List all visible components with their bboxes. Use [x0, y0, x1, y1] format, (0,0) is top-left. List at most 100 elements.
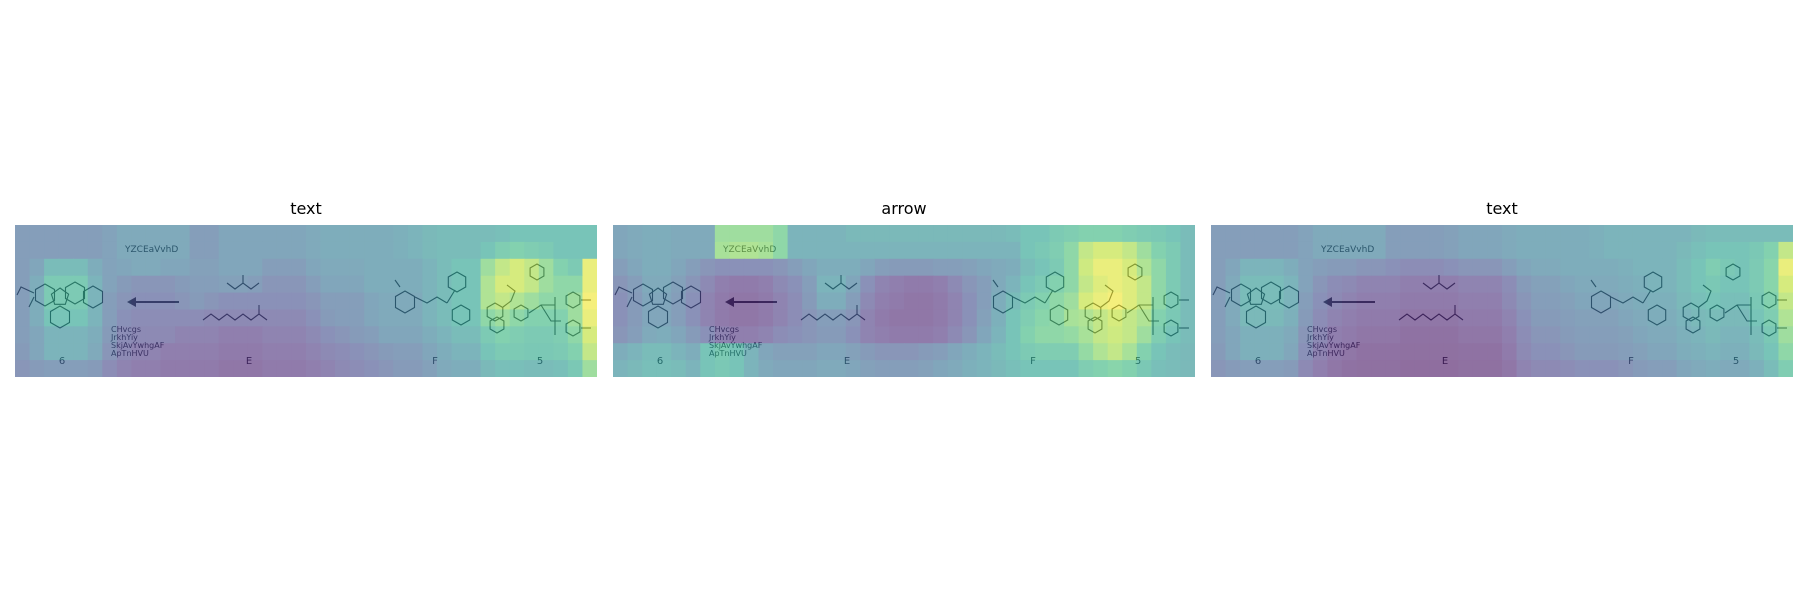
heatmap-cell: [1356, 241, 1372, 260]
heatmap-cell: [1371, 326, 1387, 344]
heatmap-cell: [87, 225, 103, 243]
heatmap-cell: [1283, 275, 1299, 294]
heatmap-cell: [1093, 275, 1109, 294]
heatmap-cell: [364, 326, 380, 344]
heatmap-cell: [656, 241, 672, 260]
heatmap-cell: [247, 258, 263, 277]
heatmap-cell: [335, 309, 351, 327]
heatmap-cell: [1632, 309, 1649, 327]
heatmap-cell: [860, 309, 876, 327]
heatmap-cell: [1151, 275, 1167, 294]
heatmap-cell: [729, 241, 745, 260]
heatmap-cell: [393, 292, 409, 311]
heatmap-cell: [524, 326, 540, 344]
heatmap-cell: [1458, 258, 1474, 277]
heatmap-cell: [613, 241, 629, 260]
heatmap-cell: [1020, 292, 1036, 311]
heatmap-cell: [976, 275, 992, 294]
heatmap-cell: [1749, 258, 1765, 277]
heatmap-cell: [291, 326, 307, 344]
heatmap-cell: [613, 275, 629, 294]
heatmap-cell: [1749, 275, 1765, 294]
heatmap-cell: [860, 275, 876, 294]
heatmap-cell: [1020, 343, 1036, 361]
heatmap-cell: [1122, 343, 1138, 361]
heatmap-cell: [131, 326, 147, 344]
heatmap-cell: [1778, 343, 1793, 361]
heatmap-cell: [671, 275, 687, 294]
heatmap-cell: [714, 309, 730, 327]
heatmap-cell: [480, 241, 496, 260]
heatmap-cell: [567, 292, 584, 311]
heatmap-cell: [1356, 309, 1372, 327]
heatmap-cell: [291, 292, 307, 311]
heatmap-cell: [306, 292, 322, 311]
heatmap-cell: [743, 343, 760, 361]
heatmap-cell: [247, 292, 263, 311]
heatmap-cell: [466, 309, 482, 327]
heatmap-cell: [758, 241, 774, 260]
heatmap-cell: [874, 241, 891, 260]
heatmap-cell: [306, 343, 322, 361]
heatmap-cell: [1705, 309, 1721, 327]
heatmap-cell: [816, 258, 832, 277]
heatmap-cell: [1720, 309, 1736, 327]
heatmap-cell: [175, 258, 191, 277]
heatmap-cell: [1005, 275, 1021, 294]
heatmap-cell: [15, 225, 31, 243]
heatmap-cell: [889, 258, 905, 277]
heatmap-cell: [729, 225, 745, 243]
heatmap-cell: [1545, 258, 1561, 277]
heatmap-cell: [1472, 343, 1489, 361]
heatmap-cell: [933, 225, 949, 243]
heatmap-cell: [422, 343, 438, 361]
heatmap-cell: [642, 309, 658, 327]
heatmap-cell: [160, 292, 176, 311]
heatmap-cell: [73, 225, 89, 243]
heatmap-cell: [991, 326, 1007, 344]
heatmap-cell: [860, 241, 876, 260]
heatmap-cell: [378, 309, 394, 327]
heatmap-cell: [436, 326, 453, 344]
heatmap-cell: [1618, 326, 1634, 344]
heatmap-cell: [276, 360, 293, 377]
heatmap-cell: [1676, 309, 1692, 327]
heatmap-cell: [1560, 326, 1576, 344]
heatmap-cell: [743, 225, 760, 243]
heatmap-cell: [685, 241, 701, 260]
heatmap-cell: [1574, 326, 1590, 344]
heatmap-cell: [962, 225, 978, 243]
heatmap-cell: [1734, 225, 1750, 243]
heatmap-cell: [131, 275, 147, 294]
heatmap-cell: [524, 309, 540, 327]
heatmap-cell: [466, 241, 482, 260]
heatmap-cell: [1165, 326, 1182, 344]
heatmap-cell: [1632, 292, 1649, 311]
heatmap-cell: [904, 241, 920, 260]
heatmap-cell: [204, 225, 220, 243]
heatmap-cell: [1429, 241, 1445, 260]
heatmap-cell: [802, 258, 818, 277]
heatmap-cell: [671, 258, 687, 277]
heatmap-cell: [1211, 343, 1227, 361]
heatmap-cell: [1151, 343, 1167, 361]
heatmap-cell: [904, 343, 920, 361]
heatmap-cell: [44, 225, 60, 243]
heatmap-cell: [1078, 309, 1094, 327]
heatmap-cell: [1049, 326, 1065, 344]
heatmap-cell: [627, 360, 643, 377]
heatmap-cell: [1165, 258, 1182, 277]
heatmap-cell: [656, 292, 672, 311]
heatmap-cell: [1516, 292, 1532, 311]
heatmap-cell: [831, 309, 847, 327]
heatmap-cell: [451, 258, 467, 277]
heatmap-cell: [233, 343, 249, 361]
heatmap-cell: [1254, 241, 1270, 260]
heatmap-cell: [1531, 275, 1547, 294]
heatmap-cell: [1327, 258, 1343, 277]
heatmap-cell: [1151, 258, 1167, 277]
heatmap-cell: [816, 326, 832, 344]
heatmap-cell: [553, 292, 569, 311]
heatmap-cell: [889, 360, 905, 377]
heatmap-cell: [436, 241, 453, 260]
